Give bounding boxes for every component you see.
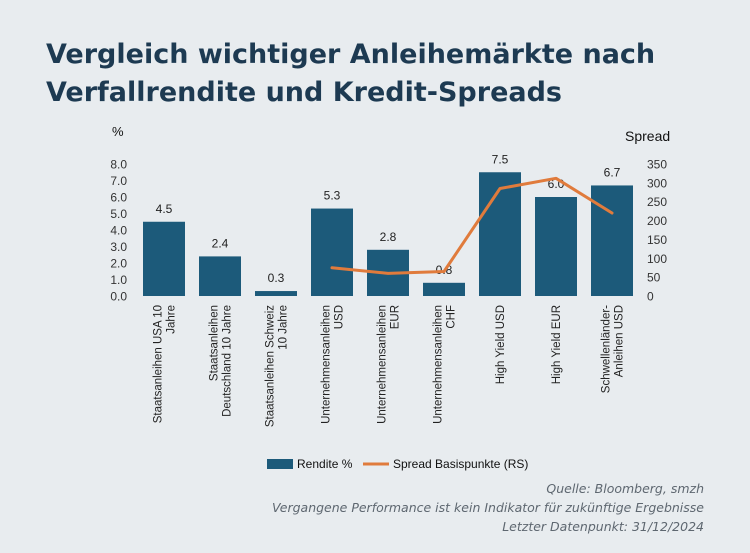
bar: [591, 185, 633, 296]
bar-value-label: 5.3: [324, 189, 341, 203]
category-label-line: Schwellenländer-: [601, 305, 613, 393]
category-label: StaatsanleihenDeutschland 10 Jahre: [209, 305, 234, 417]
source-line: Quelle: Bloomberg, smzh: [546, 481, 704, 496]
category-label-line: Unternehmensanleihen: [377, 305, 389, 424]
y2-axis-title: Spread: [625, 128, 670, 144]
category-label: Staatsanleihen USA 10Jahre: [153, 305, 178, 423]
category-label: UnternehmensanleihenEUR: [377, 305, 402, 424]
category-label-line: EUR: [390, 305, 402, 329]
category-label-line: Staatsanleihen Schweiz: [265, 305, 277, 427]
bar: [143, 221, 185, 296]
disclaimer-line: Vergangene Performance ist kein Indikato…: [271, 500, 704, 515]
y-axis-title: %: [112, 124, 124, 139]
category-label-line: Deutschland 10 Jahre: [222, 305, 234, 417]
y-tick-label: 6.0: [110, 191, 127, 205]
category-label: Schwellenländer-Anleihen USD: [601, 305, 626, 393]
category-label-line: CHF: [446, 305, 458, 329]
bar: [199, 256, 241, 296]
bar: [479, 172, 521, 296]
category-label-line: High Yield EUR: [551, 305, 563, 384]
last-datapoint-line: Letzter Datenpunkt: 31/12/2024: [502, 519, 704, 534]
bar-value-label: 7.5: [492, 152, 509, 166]
legend-swatch-bar: [267, 459, 293, 469]
y-tick-label: 4.0: [110, 224, 127, 238]
category-label-line: Jahre: [166, 305, 178, 334]
bar: [311, 208, 353, 296]
category-label-line: Unternehmensanleihen: [321, 305, 333, 424]
y-tick-label: 7.0: [110, 174, 127, 188]
category-label-line: Anleihen USD: [614, 305, 626, 377]
bar-value-label: 6.7: [604, 165, 621, 179]
legend-label-line: Spread Basispunkte (RS): [393, 457, 528, 471]
y2-tick-label: 200: [647, 214, 667, 228]
y-tick-label: 3.0: [110, 240, 127, 254]
bar-value-label: 0.3: [268, 271, 285, 285]
chart-title: Vergleich wichtiger Anleihemärkte nach V…: [46, 36, 726, 112]
bar: [255, 291, 297, 296]
title-line-2: Verfallrendite und Kredit-Spreads: [46, 77, 563, 108]
source-note: Quelle: Bloomberg, smzh Vergangene Perfo…: [272, 479, 704, 536]
y-tick-label: 8.0: [110, 158, 127, 172]
spread-line: [330, 176, 614, 275]
y2-tick-label: 150: [647, 233, 667, 247]
category-label-line: 10 Jahre: [278, 305, 290, 350]
title-line-1: Vergleich wichtiger Anleihemärkte nach: [46, 39, 656, 70]
bar-value-label: 2.4: [212, 236, 229, 250]
legend-label-bar: Rendite %: [297, 457, 353, 471]
bar: [423, 282, 465, 296]
category-label-line: High Yield USD: [495, 305, 507, 384]
y-tick-label: 2.0: [110, 257, 127, 271]
y2-tick-label: 100: [647, 252, 667, 266]
category-label-line: Staatsanleihen: [209, 305, 221, 381]
y2-tick-label: 250: [647, 195, 667, 209]
category-label-line: Unternehmensanleihen: [433, 305, 445, 424]
y2-tick-label: 50: [647, 271, 661, 285]
y-tick-label: 0.0: [110, 290, 127, 304]
category-label-line: USD: [334, 305, 346, 329]
bar-value-label: 2.8: [380, 230, 397, 244]
bar: [535, 197, 577, 296]
category-label: High Yield USD: [495, 305, 507, 384]
y2-tick-label: 350: [647, 158, 667, 172]
y2-tick-label: 0: [647, 290, 654, 304]
category-label: High Yield EUR: [551, 305, 563, 384]
bar-value-label: 4.5: [156, 202, 173, 216]
category-label-line: Staatsanleihen USA 10: [153, 305, 165, 423]
y-tick-label: 1.0: [110, 273, 127, 287]
y2-tick-label: 300: [647, 176, 667, 190]
category-label: UnternehmensanleihenUSD: [321, 305, 346, 424]
category-label: UnternehmensanleihenCHF: [433, 305, 458, 424]
category-label: Staatsanleihen Schweiz10 Jahre: [265, 305, 290, 427]
y-tick-label: 5.0: [110, 207, 127, 221]
